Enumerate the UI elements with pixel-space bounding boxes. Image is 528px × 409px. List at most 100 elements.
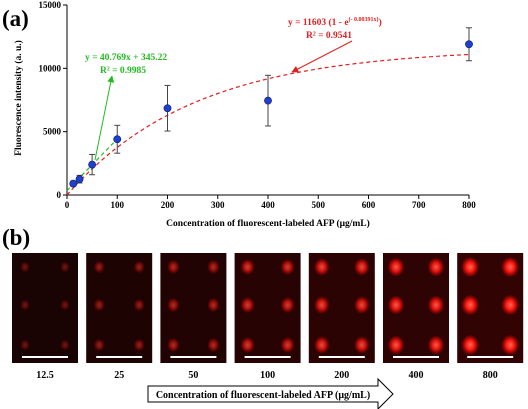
data-point xyxy=(113,135,122,144)
lin-r2: R² = 0.9985 xyxy=(100,66,146,76)
y-ticks: 0 5000 10000 15000 xyxy=(39,0,67,200)
lin-equation: y = 40.769x + 345.22 xyxy=(85,53,167,63)
concentration-label: 50 xyxy=(188,370,198,381)
fluorescent-spot xyxy=(240,336,255,354)
fluorescent-spot xyxy=(20,261,30,273)
fluorescent-spot xyxy=(461,256,480,278)
fluorescent-spot xyxy=(387,295,405,315)
fit-exponential-curve xyxy=(66,53,470,196)
data-point xyxy=(69,179,78,188)
exp-equation-close: ) xyxy=(379,17,382,28)
fluorescent-spot xyxy=(427,295,445,315)
fluorescent-spot xyxy=(501,334,520,356)
fluorescent-spot xyxy=(314,296,330,314)
lin-arrow xyxy=(94,75,115,161)
x-axis-title: Concentration of fluorescent-labeled AFP… xyxy=(166,218,370,229)
data-point xyxy=(75,175,84,184)
fluorescent-spot xyxy=(314,336,330,354)
fluorescent-spot xyxy=(207,297,220,313)
chart-a: 0 5000 10000 15000 0 100 200 300 400 500 600 700 80… xyxy=(13,0,476,229)
fluorescence-image xyxy=(234,253,301,363)
fluorescent-spot xyxy=(93,260,105,274)
x-tick-label: 700 xyxy=(412,200,426,210)
fluorescent-spot xyxy=(60,299,70,311)
fluorescent-spot xyxy=(354,296,370,314)
fluorescent-spot xyxy=(60,261,70,273)
fluorescent-spot xyxy=(427,257,445,277)
exp-equation-main: y = 11603 (1 - e xyxy=(288,17,349,28)
concentration-label: 12.5 xyxy=(36,370,54,381)
x-tick-label: 500 xyxy=(312,200,326,210)
fluorescent-spot xyxy=(354,336,370,354)
fluorescence-image xyxy=(383,253,449,363)
exp-r2: R² = 0.9541 xyxy=(306,31,352,41)
x-tick-label: 100 xyxy=(111,200,125,210)
x-tick-label: 200 xyxy=(161,200,175,210)
fluorescent-spot xyxy=(93,338,105,352)
concentration-arrow-shape xyxy=(147,377,394,409)
concentration-arrow: Concentration of fluorescent-labeled AFP… xyxy=(147,377,394,409)
fluorescent-spot xyxy=(60,339,70,351)
concentration-labels: 12.5 25 50 100 200 400 800 xyxy=(36,370,497,381)
y-tick-label: 15000 xyxy=(39,0,62,10)
fluorescent-spot xyxy=(387,335,405,355)
panel-b-label: (b) xyxy=(2,225,30,250)
x-tick-label: 300 xyxy=(211,200,225,210)
fluorescent-spot xyxy=(93,298,105,312)
x-tick-label: 600 xyxy=(362,200,376,210)
fluorescent-spot xyxy=(133,338,145,352)
fluorescent-spot xyxy=(207,337,220,353)
data-point xyxy=(163,104,172,113)
concentration-label: 100 xyxy=(260,370,275,381)
fluorescent-spot xyxy=(280,296,295,314)
data-point xyxy=(465,40,473,49)
fluorescent-spot xyxy=(240,258,255,276)
fluorescence-image xyxy=(160,253,227,363)
exp-arrow xyxy=(291,40,353,73)
x-ticks: 0 100 200 300 400 500 600 700 800 xyxy=(65,195,476,210)
exp-equation: y = 11603 (1 - e(- 0.00391x)) xyxy=(288,16,382,28)
concentration-label: 800 xyxy=(483,370,498,381)
x-tick-label: 0 xyxy=(65,200,70,210)
fluorescent-spot xyxy=(20,339,30,351)
fluorescent-spot xyxy=(240,296,255,314)
concentration-arrow-caption: Concentration of fluorescent-labeled AFP… xyxy=(156,390,370,401)
data-point xyxy=(264,96,272,105)
y-tick-label: 10000 xyxy=(39,63,62,73)
y-tick-label: 5000 xyxy=(43,127,62,137)
fluorescent-spot xyxy=(354,258,370,276)
fluorescent-spot xyxy=(20,299,30,311)
fluorescent-spot xyxy=(427,335,445,355)
fluorescent-spot xyxy=(280,336,295,354)
fluorescence-image xyxy=(12,253,78,363)
fluorescence-image xyxy=(86,253,153,363)
y-axis-title: Fluorescence intensity (a. u.) xyxy=(13,40,24,156)
x-tick-label: 800 xyxy=(462,200,476,210)
fluorescent-spot xyxy=(167,259,180,275)
data-point xyxy=(88,160,97,169)
fluorescent-spot xyxy=(280,258,295,276)
fluorescence-image-strip xyxy=(12,253,524,363)
fluorescent-spot xyxy=(501,294,520,316)
fluorescent-spot xyxy=(133,298,145,312)
concentration-label: 25 xyxy=(114,370,124,381)
fluorescent-spot xyxy=(167,337,180,353)
concentration-label: 200 xyxy=(334,370,349,381)
fluorescent-spot xyxy=(387,257,405,277)
fluorescence-image xyxy=(308,253,375,363)
fluorescence-image xyxy=(457,253,524,363)
panel-a-label: (a) xyxy=(2,6,29,31)
x-tick-label: 400 xyxy=(261,200,275,210)
fluorescent-spot xyxy=(314,258,330,276)
fluorescent-spot xyxy=(461,334,480,356)
concentration-label: 400 xyxy=(409,370,424,381)
fluorescent-spot xyxy=(133,260,145,274)
fluorescent-spot xyxy=(207,259,220,275)
fluorescent-spot xyxy=(501,256,520,278)
data-points xyxy=(69,40,473,188)
fluorescent-spot xyxy=(461,294,480,316)
fluorescent-spot xyxy=(167,297,180,313)
y-tick-label: 0 xyxy=(57,190,62,200)
exp-equation-exponent: (- 0.00391x) xyxy=(349,16,379,23)
